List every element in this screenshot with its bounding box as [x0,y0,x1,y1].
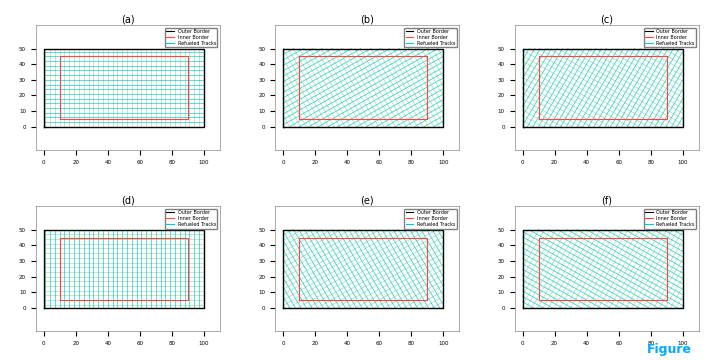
Title: (c): (c) [600,14,613,24]
Text: Figure: Figure [647,343,692,356]
Title: (a): (a) [121,14,135,24]
Legend: Outer Border, Inner Border, Refueled Tracks: Outer Border, Inner Border, Refueled Tra… [404,28,457,48]
Legend: Outer Border, Inner Border, Refueled Tracks: Outer Border, Inner Border, Refueled Tra… [644,209,697,229]
Title: (d): (d) [121,195,135,206]
Legend: Outer Border, Inner Border, Refueled Tracks: Outer Border, Inner Border, Refueled Tra… [644,28,697,48]
Legend: Outer Border, Inner Border, Refueled Tracks: Outer Border, Inner Border, Refueled Tra… [165,209,217,229]
Legend: Outer Border, Inner Border, Refueled Tracks: Outer Border, Inner Border, Refueled Tra… [404,209,457,229]
Title: (e): (e) [360,195,374,206]
Title: (b): (b) [360,14,374,24]
Title: (f): (f) [601,195,612,206]
Legend: Outer Border, Inner Border, Refueled Tracks: Outer Border, Inner Border, Refueled Tra… [165,28,217,48]
